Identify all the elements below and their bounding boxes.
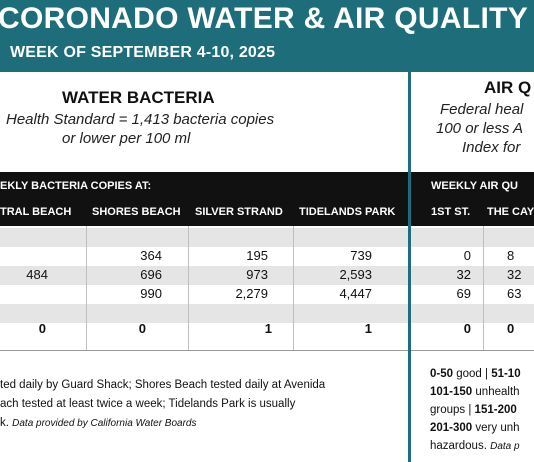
table-cell-total: 1 (364, 321, 372, 336)
air-table-body: 0 8 32 32 69 63 0 0 (411, 228, 534, 342)
table-cell-total: 1 (264, 321, 272, 336)
water-table-bottom-rule (0, 350, 408, 351)
aqi-legend-line5: hazardous. Data p (430, 438, 520, 455)
air-quality-heading: AIR Q (484, 78, 532, 97)
page-subtitle: WEEK OF SEPTEMBER 4-10, 2025 (10, 44, 276, 61)
aqi-range-sensitive: 101-150 (430, 386, 473, 398)
aqi-range-moderate: 51-10 (491, 368, 521, 380)
air-bar-title: WEEKLY AIR QU (431, 180, 518, 192)
water-note-line2: ach tested at least twice a week; Tidela… (0, 398, 296, 410)
water-note-line1: ted daily by Guard Shack; Shores Beach t… (0, 379, 326, 391)
table-cell-total: 0 (463, 321, 471, 336)
table-cell: 8 (507, 248, 515, 263)
water-standard-line2: or lower per 100 ml (62, 130, 191, 147)
aqi-legend-line1: 0-50 good | 51-10 (430, 366, 521, 383)
aqi-legend-line3: groups | 151-200 (430, 402, 517, 419)
table-cell: 32 (456, 267, 471, 282)
air-col-1st-st: 1ST ST. (431, 206, 471, 218)
table-cell: 973 (246, 267, 268, 282)
air-table-header-bar: WEEKLY AIR QU 1ST ST. THE CAY (411, 172, 534, 226)
water-standard-line1: Health Standard = 1,413 bacteria copies (6, 111, 275, 128)
water-col-tidelands-park: TIDELANDS PARK (299, 206, 396, 218)
air-col-separator (483, 226, 484, 350)
section-divider (408, 72, 411, 462)
water-data-source: Data provided by California Water Boards (12, 418, 197, 429)
water-row-3 (0, 266, 408, 285)
water-col-silver-strand: SILVER STRAND (195, 206, 283, 218)
water-note-line3: k. Data provided by California Water Boa… (0, 415, 197, 432)
water-col-shores-beach: SHORES BEACH (92, 206, 181, 218)
aqi-range-unhealthy: 151-200 (474, 404, 517, 416)
table-cell: 4,447 (339, 286, 372, 301)
table-cell: 696 (140, 267, 162, 282)
table-cell: 2,593 (339, 267, 372, 282)
table-cell-total: 0 (138, 321, 146, 336)
air-row-3 (411, 266, 534, 285)
water-bar-title: EKLY BACTERIA COPIES AT: (0, 180, 152, 192)
table-cell-total: 0 (507, 321, 515, 336)
water-bacteria-heading: WATER BACTERIA (62, 88, 215, 107)
table-cell: 739 (350, 248, 372, 263)
air-standard-line2: 100 or less A (436, 120, 523, 137)
air-standard-line1: Federal heal (440, 101, 524, 118)
air-row-1 (411, 228, 534, 247)
table-cell: 364 (140, 248, 162, 263)
water-col-central-beach: TRAL BEACH (0, 206, 72, 218)
table-cell: 990 (140, 286, 162, 301)
table-cell: 63 (507, 286, 522, 301)
table-cell: 0 (463, 248, 471, 263)
aqi-label-sensitive: unhealth (472, 386, 520, 398)
aqi-label-hazardous: hazardous. (430, 440, 491, 452)
water-row-5 (0, 304, 408, 323)
water-col-separator (293, 226, 294, 350)
table-cell: 69 (456, 286, 471, 301)
air-row-5 (411, 304, 534, 323)
aqi-label-good: good | (453, 368, 492, 380)
page-title: CORONADO WATER & AIR QUALITY R (0, 2, 534, 35)
water-table-body: 364 195 739 484 696 973 2,593 990 2,279 … (0, 228, 408, 342)
aqi-legend-line2: 101-150 unhealth (430, 384, 520, 401)
aqi-range-good: 0-50 (430, 368, 454, 380)
water-row-1 (0, 228, 408, 247)
aqi-range-very-unhealthy: 201-300 (430, 422, 473, 434)
aqi-label-groups: groups | (430, 404, 475, 416)
air-data-source: Data p (490, 441, 520, 452)
table-cell: 2,279 (235, 286, 268, 301)
air-col-the-cays: THE CAY (487, 206, 534, 218)
aqi-label-very-unhealthy: very unh (472, 422, 520, 434)
aqi-legend-line4: 201-300 very unh (430, 420, 520, 437)
water-col-separator (188, 226, 189, 350)
water-col-separator (86, 226, 87, 350)
table-cell: 484 (26, 267, 48, 282)
table-cell: 195 (246, 248, 268, 263)
table-cell: 32 (507, 267, 522, 282)
header-banner: CORONADO WATER & AIR QUALITY R WEEK OF S… (0, 0, 534, 72)
air-table-bottom-rule (411, 350, 534, 351)
table-cell-total: 0 (38, 321, 46, 336)
water-table-header-bar: EKLY BACTERIA COPIES AT: TRAL BEACH SHOR… (0, 172, 408, 226)
water-note-line3-text: k. (0, 417, 13, 429)
air-standard-line3: Index for (462, 139, 521, 156)
